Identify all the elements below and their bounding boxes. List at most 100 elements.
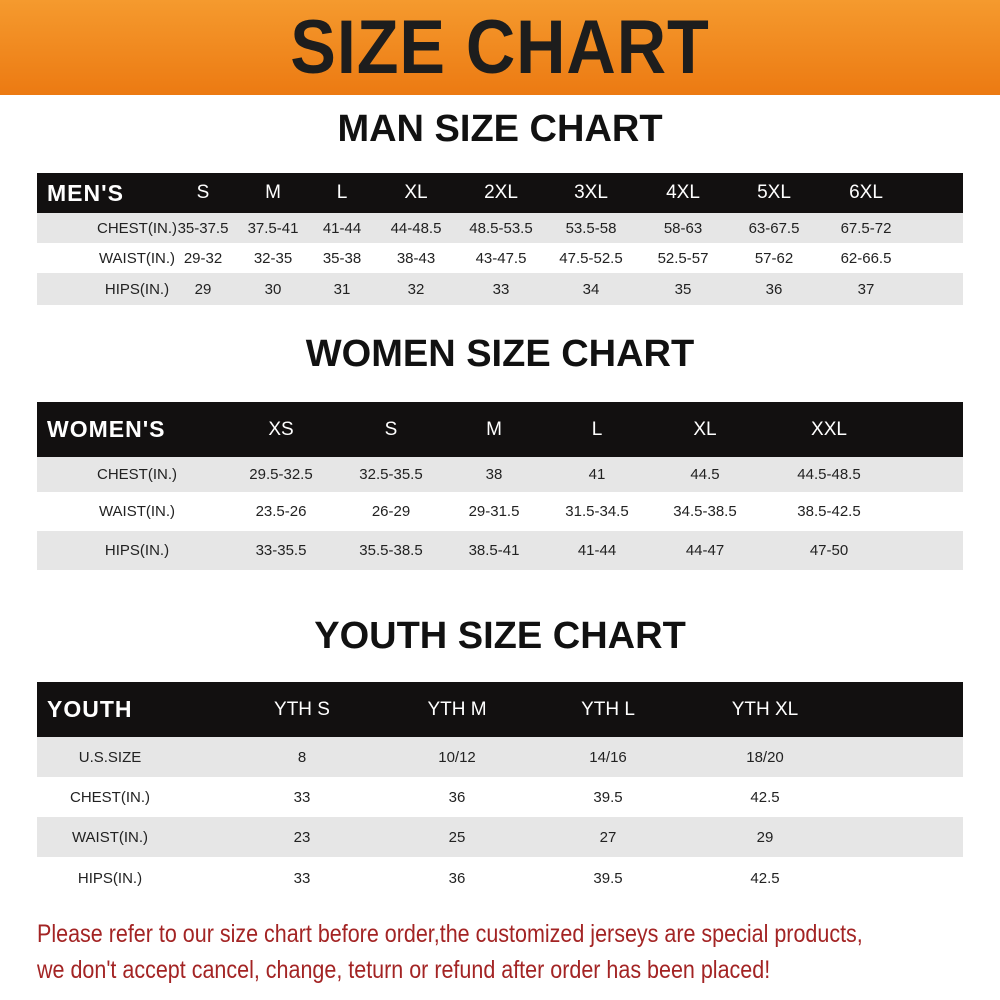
- size-header: L: [336, 182, 348, 203]
- table-cell: 48.5-53.5: [469, 219, 533, 237]
- table-row: CHEST(IN.) 35-37.5 37.5-41 41-44 44-48.5 48.5…: [37, 213, 963, 243]
- table-cell: 53.5-58: [565, 219, 617, 237]
- table-header-row: MEN'S S M L XL 2XL 3XL 4XL 5XL 6XL: [37, 173, 963, 213]
- table-cell: 33: [293, 870, 311, 887]
- table-cell: 29-31.5: [468, 503, 520, 520]
- size-header: XL: [404, 182, 428, 203]
- table-title-cell: MEN'S: [47, 179, 124, 206]
- table-cell: 34.5-38.5: [673, 503, 737, 520]
- table-cell: 58-63: [663, 219, 703, 237]
- table-cell: 38-43: [396, 249, 436, 267]
- measure-label: CHEST(IN.): [70, 788, 150, 806]
- measure-label: HIPS(IN.): [104, 542, 170, 559]
- size-header: YTH M: [427, 698, 487, 720]
- table-cell: 57-62: [754, 249, 794, 267]
- table-cell: 41-44: [322, 219, 362, 237]
- measure-label: WAIST(IN.): [71, 828, 149, 846]
- table-cell: 35.5-38.5: [359, 542, 423, 559]
- table-cell: 41: [588, 466, 606, 483]
- table-cell: 47-50: [809, 542, 849, 559]
- table-title-cell: YOUTH: [47, 696, 133, 722]
- header-banner: SIZE CHART: [0, 0, 1000, 95]
- table-row: U.S.SIZE 8 10/12 14/16 18/20: [37, 737, 963, 777]
- measure-label: WAIST(IN.): [98, 503, 176, 520]
- table-cell: 44-48.5: [390, 219, 442, 237]
- table-cell: 35-38: [322, 249, 362, 267]
- table-cell: 34: [582, 280, 600, 298]
- size-header: 5XL: [757, 182, 791, 203]
- size-header: YTH L: [581, 698, 635, 720]
- size-header: M: [486, 418, 502, 440]
- table-cell: 29.5-32.5: [249, 466, 313, 483]
- table-cell: 38.5-41: [468, 542, 520, 559]
- table-cell: 29: [194, 280, 212, 298]
- table-cell: 52.5-57: [657, 249, 709, 267]
- notice-line-2: we don't accept cancel, change, teturn o…: [37, 956, 771, 984]
- table-cell: 35-37.5: [177, 219, 229, 237]
- size-header: 3XL: [574, 182, 608, 203]
- table-cell: 26-29: [371, 503, 411, 520]
- table-row: HIPS(IN.) 33-35.5 35.5-38.5 38.5-41 41-44 44-…: [37, 531, 963, 570]
- size-header: YTH S: [274, 698, 330, 720]
- table-cell: 38.5-42.5: [797, 503, 861, 520]
- table-cell: 32: [407, 280, 425, 298]
- table-cell: 43-47.5: [475, 249, 527, 267]
- table-header-row: WOMEN'S XS S M L XL XXL: [37, 402, 963, 457]
- table-row: CHEST(IN.) 33 36 39.5 42.5: [37, 777, 963, 817]
- measure-label: CHEST(IN.): [97, 219, 177, 237]
- size-header: XS: [268, 418, 294, 440]
- measure-label: U.S.SIZE: [78, 748, 142, 766]
- size-header: XL: [693, 418, 717, 440]
- table-cell: 41-44: [577, 542, 617, 559]
- table-cell: 36: [448, 788, 466, 806]
- table-cell: 31.5-34.5: [565, 503, 629, 520]
- measure-label: WAIST(IN.): [98, 249, 176, 267]
- table-cell: 39.5: [593, 788, 623, 806]
- table-cell: 29-32: [183, 249, 223, 267]
- table-cell: 44-47: [685, 542, 725, 559]
- table-cell: 62-66.5: [840, 249, 892, 267]
- table-cell: 29: [756, 828, 774, 846]
- table-cell: 32.5-35.5: [359, 466, 423, 483]
- size-header: XXL: [811, 418, 847, 440]
- table-cell: 35: [674, 280, 692, 298]
- table-title-cell: WOMEN'S: [47, 416, 166, 442]
- table-cell: 67.5-72: [840, 219, 892, 237]
- table-row: WAIST(IN.) 29-32 32-35 35-38 38-43 43-47.5 47.…: [37, 243, 963, 273]
- size-header: YTH XL: [731, 698, 799, 720]
- size-header: S: [196, 182, 210, 203]
- table-cell: 31: [333, 280, 351, 298]
- table-cell: 39.5: [593, 870, 623, 887]
- table-cell: 25: [448, 828, 466, 846]
- table-cell: 63-67.5: [748, 219, 800, 237]
- table-cell: 37: [857, 280, 875, 298]
- table-cell: 33: [293, 788, 311, 806]
- men-section-title: MAN SIZE CHART: [337, 108, 663, 150]
- table-row: HIPS(IN.) 33 36 39.5 42.5: [37, 857, 963, 900]
- table-cell: 42.5: [750, 870, 780, 887]
- table-cell: 23.5-26: [255, 503, 307, 520]
- measure-label: HIPS(IN.): [77, 870, 143, 887]
- table-row: WAIST(IN.) 23.5-26 26-29 29-31.5 31.5-34.5 34…: [37, 492, 963, 531]
- table-row: WAIST(IN.) 23 25 27 29: [37, 817, 963, 857]
- size-header: 4XL: [666, 182, 700, 203]
- table-cell: 47.5-52.5: [559, 249, 623, 267]
- table-cell: 33: [492, 280, 510, 298]
- measure-label: HIPS(IN.): [104, 280, 170, 298]
- women-section-title: WOMEN SIZE CHART: [305, 333, 695, 375]
- table-row: CHEST(IN.) 29.5-32.5 32.5-35.5 38 41 44.5 44.5…: [37, 457, 963, 492]
- table-cell: 42.5: [750, 788, 780, 806]
- size-header: S: [384, 418, 398, 440]
- page-title: SIZE CHART: [290, 5, 710, 90]
- table-cell: 18/20: [746, 748, 784, 766]
- size-header: L: [591, 418, 603, 440]
- table-cell: 10/12: [438, 748, 476, 766]
- table-cell: 44.5-48.5: [797, 466, 861, 483]
- table-cell: 8: [297, 748, 307, 766]
- table-cell: 36: [448, 870, 466, 887]
- size-header: M: [265, 182, 281, 203]
- measure-label: CHEST(IN.): [97, 466, 177, 483]
- table-cell: 37.5-41: [247, 219, 299, 237]
- table-row: HIPS(IN.) 29 30 31 32 33 34 35 36 37: [37, 273, 963, 305]
- table-cell: 33-35.5: [255, 542, 307, 559]
